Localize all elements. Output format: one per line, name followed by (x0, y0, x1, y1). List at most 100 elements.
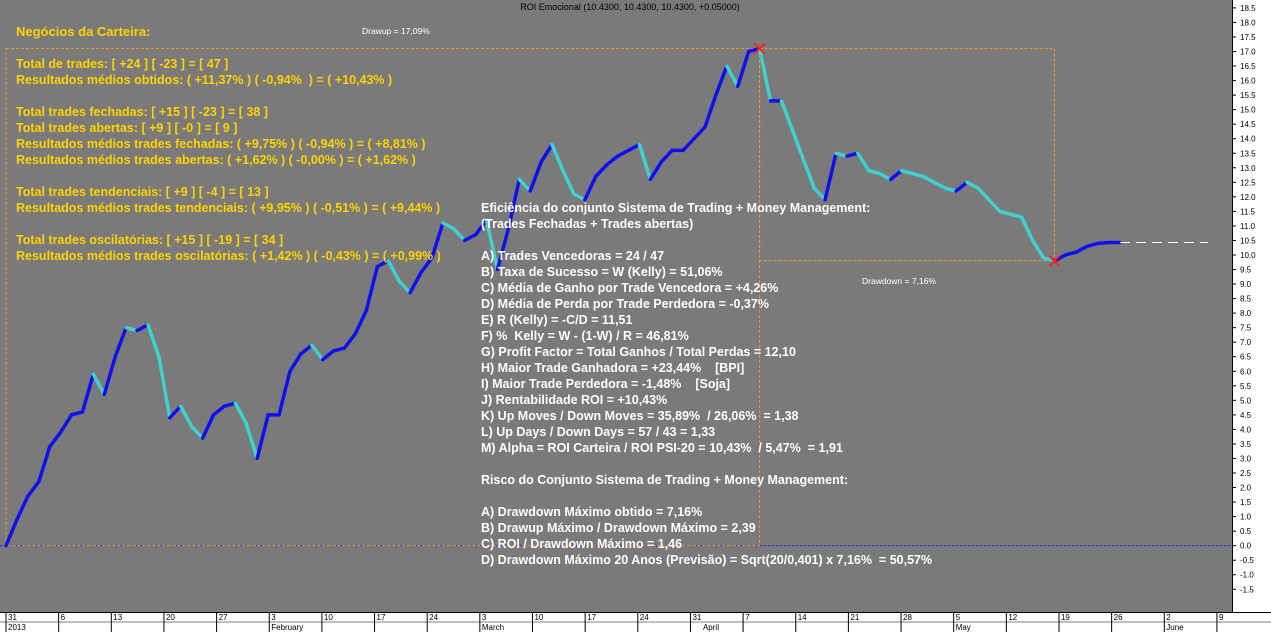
chart-plot-area[interactable] (0, 0, 1232, 612)
roi-line-segment (277, 369, 292, 417)
drawup-label: Drawup = 17,09% (362, 26, 430, 36)
roi-line-segment (812, 186, 827, 202)
x-day-label: 9 (1219, 613, 1224, 622)
y-tick-label: -1.0 (1240, 571, 1254, 580)
y-tick-label: 1.0 (1240, 513, 1252, 522)
efficiency-stat-line: H) Maior Trade Ganhadora = +23,44% [BPI] (481, 361, 745, 375)
roi-line-segment (222, 401, 238, 408)
roi-line-segment (583, 174, 598, 202)
portfolio-stat-line (16, 168, 441, 184)
roi-line-segment (102, 354, 117, 397)
roi-line-segment (484, 218, 500, 272)
y-tick-label: 12.0 (1240, 193, 1256, 202)
roi-line-segment (725, 64, 740, 89)
portfolio-stat-line: Total trades fechadas: [ +15 ] [ -23 ] =… (16, 105, 268, 119)
roi-line-segment (517, 177, 532, 193)
efficiency-stat-line: G) Profit Factor = Total Ganhos / Total … (481, 345, 796, 359)
y-tick-label: 15.0 (1240, 106, 1256, 115)
roi-line-segment (1019, 215, 1035, 243)
y-tick-label: 3.0 (1240, 454, 1252, 463)
drawdown-label: Drawdown = 7,16% (862, 276, 936, 286)
roi-line-segment (80, 372, 96, 414)
roi-line-segment (452, 227, 467, 243)
portfolio-stat-line (16, 216, 441, 232)
portfolio-stat-line: Resultados médios trades abertas: ( +1,6… (16, 153, 416, 167)
roi-line-segment (69, 410, 85, 417)
roi-line-segment (976, 186, 991, 202)
roi-line-segment (342, 331, 358, 350)
y-tick-label: 13.5 (1240, 149, 1256, 158)
roi-line-segment (244, 421, 259, 461)
x-day-label: 14 (798, 613, 807, 622)
roi-line-segment (692, 125, 707, 141)
roi-line-segment (594, 163, 609, 179)
roi-line-segment (124, 325, 139, 333)
roi-line-segment (473, 218, 489, 237)
y-tick-label: 13.0 (1240, 164, 1256, 173)
roi-line-segment (233, 401, 249, 426)
efficiency-stat-line (481, 232, 932, 248)
y-tick-label: 15.5 (1240, 91, 1256, 100)
roi-line-segment (1085, 241, 1100, 249)
roi-line-segment (550, 142, 565, 173)
efficiency-stat-line: C) ROI / Drawdown Máximo = 1,46 (481, 537, 683, 551)
roi-line-segment (146, 323, 161, 359)
roi-line-segment (615, 148, 631, 158)
roi-line-segment (58, 413, 74, 435)
portfolio-stat-line: Total trades oscilatórias: [ +15 ] [ -19… (16, 233, 284, 247)
x-month-label: June (1166, 623, 1184, 632)
y-tick-label: 3.5 (1240, 440, 1252, 449)
x-day-label: 24 (640, 613, 649, 622)
roi-line-segment (987, 198, 1002, 214)
portfolio-stat-line: Resultados médios trades oscilatórias: (… (16, 249, 441, 263)
roi-line-segment (659, 148, 674, 164)
roi-line-segment (211, 404, 227, 417)
roi-line-segment (441, 221, 456, 231)
x-day-label: 10 (324, 613, 333, 622)
efficiency-stat-line: Risco do Conjunto Sistema de Trading + M… (481, 473, 849, 487)
efficiency-stat-line: Eficiência do conjunto Sistema de Tradin… (481, 201, 871, 215)
roi-line-segment (91, 372, 107, 397)
roi-line-segment (877, 171, 893, 182)
efficiency-stat-line: F) % Kelly = W - (1-W) / R = 46,81% (481, 329, 689, 343)
portfolio-stat-line (16, 88, 441, 104)
roi-line-segment (331, 346, 347, 353)
roi-line-segment (626, 142, 642, 153)
x-day-label: 31 (8, 613, 17, 622)
x-day-label: 7 (745, 613, 750, 622)
roi-line-segment (790, 128, 806, 161)
roi-line-segment (856, 151, 871, 173)
roi-line-segment (648, 160, 664, 182)
efficiency-stat-line (481, 456, 932, 472)
efficiency-stat-line: K) Up Moves / Down Moves = 35,89% / 26,0… (481, 409, 799, 423)
x-day-label: 3 (271, 613, 276, 622)
efficiency-stats: Eficiência do conjunto Sistema de Tradin… (481, 200, 932, 568)
roi-line-segment (998, 209, 1013, 217)
y-tick-label: 11.0 (1240, 222, 1256, 231)
x-month-label: March (482, 623, 504, 632)
y-tick-label: 2.0 (1240, 484, 1252, 493)
roi-line-segment (408, 270, 423, 295)
drawdown-marker (1048, 255, 1061, 267)
chart-title: ROI Emocional (10.4300, 10.4300, 10.4300… (520, 2, 740, 12)
efficiency-stat-line: E) R (Kelly) = -C/D = 11,51 (481, 313, 633, 327)
roi-line-segment (888, 168, 904, 182)
y-axis (1232, 0, 1271, 612)
x-day-label: 28 (903, 613, 912, 622)
x-day-label: 3 (482, 613, 487, 622)
x-day-label: 10 (534, 613, 543, 622)
roi-line-segment (714, 64, 729, 97)
portfolio-stat-line: Total trades tendenciais: [ +9 ] [ -4 ] … (16, 185, 269, 199)
roi-line-segment (899, 168, 915, 176)
efficiency-stat-line: M) Alpha = ROI Carteira / ROI PSI-20 = 1… (481, 441, 843, 455)
roi-line-segment (801, 157, 816, 190)
roi-line-segment (539, 142, 554, 164)
efficiency-stat-line: A) Trades Vencedoras = 24 / 47 (481, 249, 665, 263)
roi-line-segment (495, 227, 511, 272)
y-tick-label: 8.5 (1240, 295, 1252, 304)
roi-line-segment (965, 180, 980, 190)
y-tick-label: 8.0 (1240, 309, 1252, 318)
y-tick-label: 4.0 (1240, 425, 1252, 434)
efficiency-stat-line: L) Up Days / Down Days = 57 / 43 = 1,33 (481, 425, 716, 439)
roi-line-segment (954, 180, 969, 193)
